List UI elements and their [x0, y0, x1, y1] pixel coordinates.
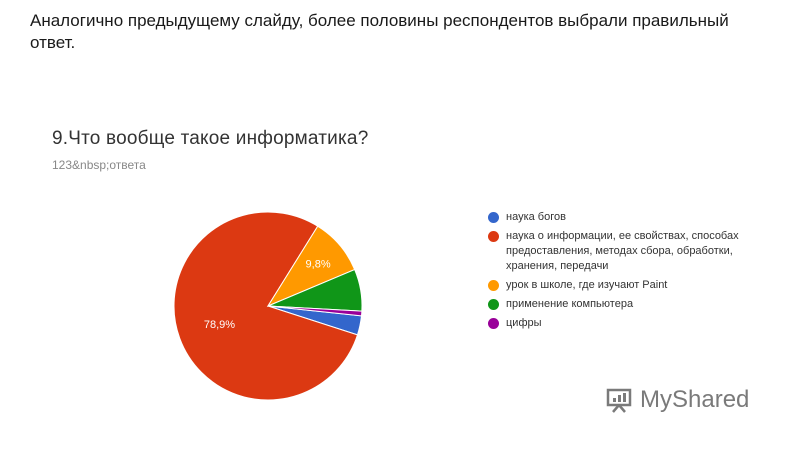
- presentation-board-icon: [606, 387, 634, 413]
- pie-slice-5: [267, 305, 363, 317]
- slice-data-label: 78,9%: [204, 319, 235, 331]
- slice-data-label: 9,8%: [306, 258, 331, 270]
- legend-item: наука о информации, ее свойствах, способ…: [488, 229, 748, 274]
- legend-label: цифры: [506, 317, 542, 329]
- legend-label: применение компьютера: [506, 298, 634, 310]
- slide-heading: Аналогично предыдущему слайду, более пол…: [30, 11, 729, 52]
- legend-item: применение компьютера: [488, 297, 748, 312]
- myshared-watermark: MyShared: [606, 386, 749, 414]
- legend-item: наука богов: [488, 210, 748, 225]
- pie-slice-2: [173, 211, 359, 401]
- legend-swatch: [488, 231, 499, 242]
- chart-legend: наука богов наука о информации, ее свойст…: [488, 210, 748, 335]
- legend-swatch: [488, 299, 499, 310]
- question-title: 9.Что вообще такое информатика?: [52, 128, 369, 149]
- legend-label: урок в школе, где изучают Paint: [506, 279, 668, 291]
- watermark-text: MyShared: [640, 386, 750, 413]
- legend-item: урок в школе, где изучают Paint: [488, 278, 748, 293]
- response-count: 123&nbsp;ответа: [52, 158, 146, 172]
- legend-label: наука о информации, ее свойствах, способ…: [506, 230, 739, 272]
- legend-swatch: [488, 280, 499, 291]
- legend-swatch: [488, 212, 499, 223]
- legend-swatch: [488, 318, 499, 329]
- legend-label: наука богов: [506, 211, 566, 223]
- legend-item: цифры: [488, 316, 748, 331]
